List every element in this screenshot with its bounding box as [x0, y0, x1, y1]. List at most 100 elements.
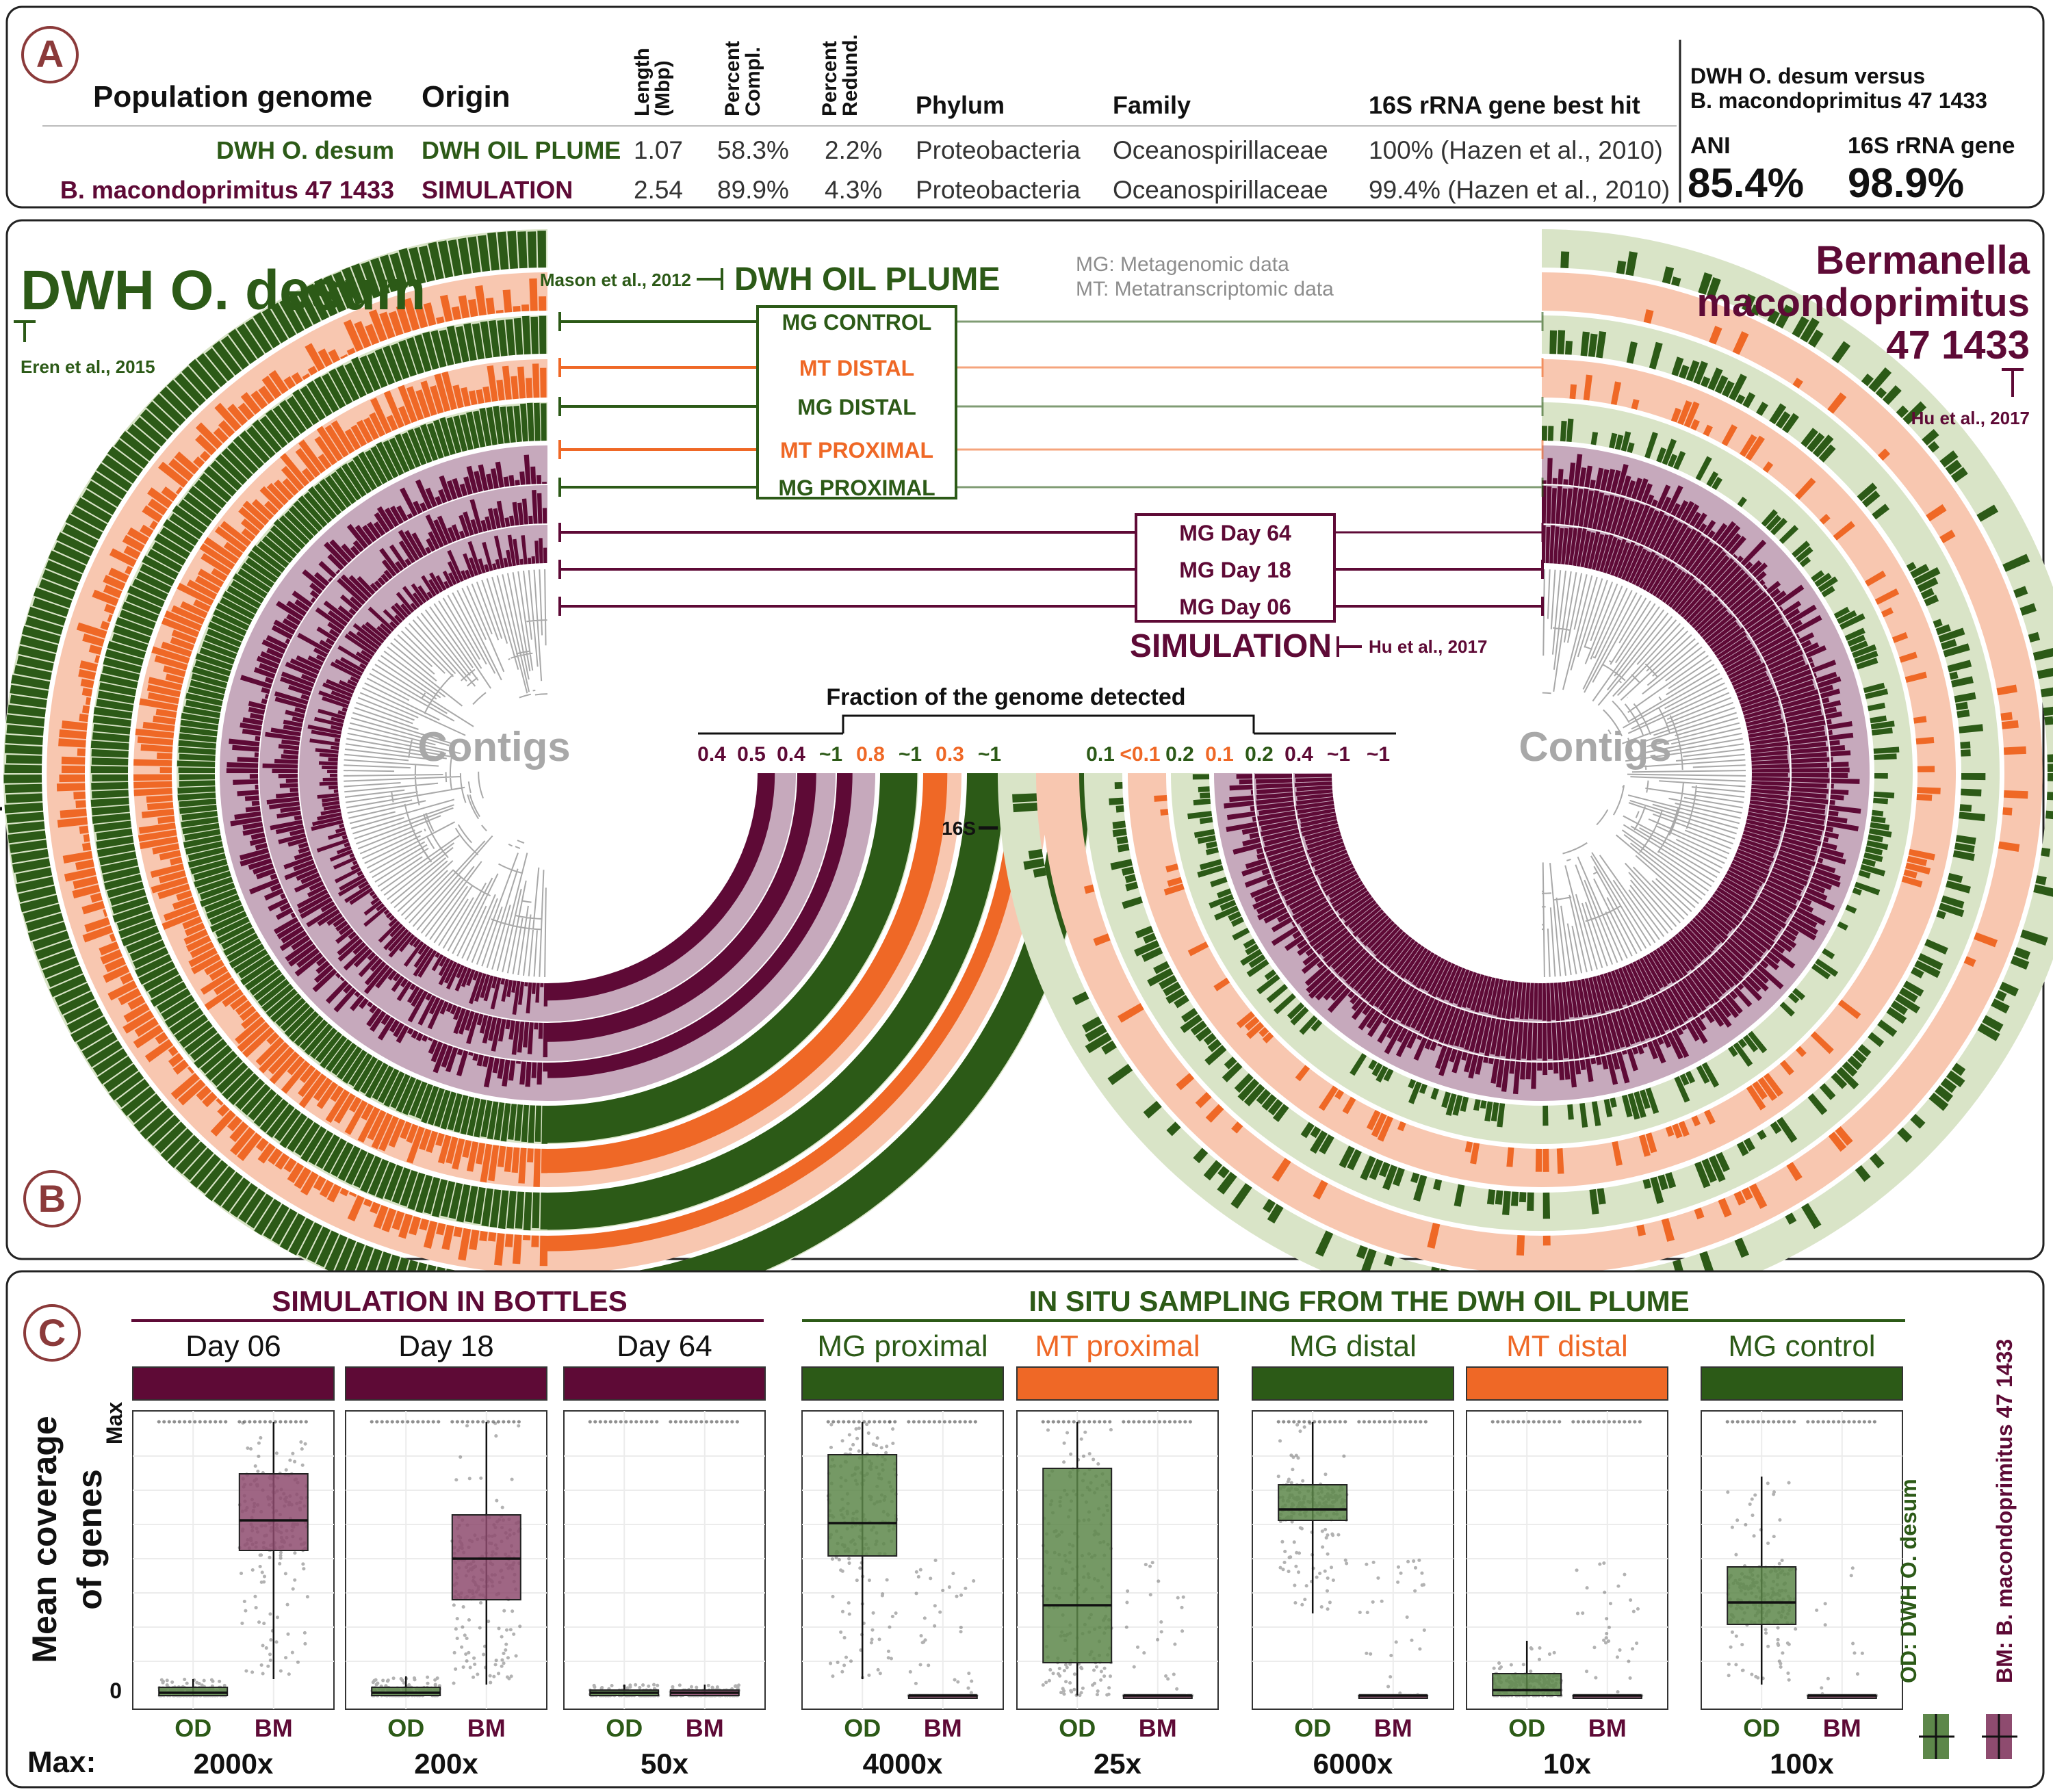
- svg-text:MG Day 06: MG Day 06: [1179, 595, 1291, 619]
- box-panel-title: MG proximal: [817, 1329, 987, 1363]
- category-label-bm: BM: [1139, 1714, 1177, 1742]
- box-bm: BM: [1571, 1420, 1644, 1742]
- panel-b: Contigs 16S Contigs 16S MG CONTROL MT DISTA…: [0, 219, 2053, 1317]
- box-panel-frame: [1466, 1410, 1668, 1710]
- od-fraction-2: 0.5: [737, 743, 766, 766]
- bm-fraction-7: ~1: [1327, 743, 1350, 766]
- panel-c: C SIMULATION IN BOTTLES IN SITU SAMPLING…: [5, 1270, 2045, 1789]
- category-label-bm: BM: [1823, 1714, 1861, 1742]
- box-panel-day-18: Day 18 OD BM 200x: [345, 1329, 547, 1780]
- legend-mt: MT: Metatranscriptomic data: [1076, 278, 1334, 300]
- od-fraction-3: 0.4: [777, 743, 805, 766]
- bm-ring-mg-day-64: [1542, 445, 1870, 1101]
- simulation-citation: Hu et al., 2017: [1369, 636, 1487, 657]
- box-od: OD: [1490, 1420, 1563, 1742]
- row-2-phylum: Proteobacteria: [916, 176, 1081, 204]
- layer-label-mg-control: MG CONTROL: [558, 310, 1544, 335]
- panel-a-rows: DWH O. desum DWH OIL PLUME 1.07 58.3% 2.2% Pr…: [60, 136, 1670, 204]
- svg-text:MG PROXIMAL: MG PROXIMAL: [778, 476, 935, 500]
- rrna-value: 98.9%: [1848, 160, 1964, 206]
- svg-text:MG Day 64: MG Day 64: [1179, 521, 1291, 545]
- box-panel-frame: [1701, 1410, 1903, 1710]
- box-panel-mt-proximal: MT proximal OD BM 25x: [1016, 1329, 1219, 1780]
- right-genome-title-3: 47 1433: [1886, 323, 2030, 367]
- box-panel-strip: [1466, 1366, 1668, 1401]
- header-family: Family: [1113, 91, 1191, 119]
- layer-label-mg-day-18: MG Day 18: [558, 558, 1544, 582]
- box-panel-strip: [1701, 1366, 1903, 1401]
- od-contig-tree: [344, 569, 548, 977]
- fraction-labels: 0.4 0.5 0.4 ~1 0.8 ~1 0.3 ~1 0.1 <0.1 0.2 0.1 0.2 0.4…: [697, 743, 1390, 766]
- row-2-best-hit: 99.4% (Hazen et al., 2010): [1369, 176, 1670, 204]
- header-length: Length(Mbp): [631, 48, 674, 116]
- bm-fraction-3: 0.2: [1165, 743, 1194, 766]
- box-bm: BM: [907, 1420, 979, 1742]
- row-1-origin: DWH OIL PLUME: [422, 136, 621, 164]
- box-panel-mg-control: MG control OD BM 100x: [1701, 1329, 1903, 1780]
- plume-layer-box: [756, 305, 957, 499]
- layer-label-mg-proximal: MG PROXIMAL: [558, 476, 1544, 500]
- od-ring-mg-day-64: [220, 445, 547, 1101]
- layer-label-mg-distal: MG DISTAL: [558, 395, 1544, 419]
- max-value: 25x: [1094, 1748, 1142, 1780]
- box-panel-strip: [1252, 1366, 1454, 1401]
- box-panel-title: MT proximal: [1035, 1329, 1200, 1363]
- y-zero-label: 0: [109, 1678, 122, 1703]
- bm-ring-mg-day-18: [1542, 485, 1830, 1061]
- legend-od: OD: DWH O. desum: [1896, 1479, 1921, 1683]
- box-panel-title: Day 64: [617, 1329, 712, 1363]
- box-bm: BM: [669, 1420, 741, 1742]
- bm-contigs-label: Contigs: [1519, 724, 1671, 770]
- box-panel-day-06: Day 06 OD BM 2000x: [132, 1329, 335, 1780]
- box-panel-day-64: Day 64 OD BM 50x: [563, 1329, 766, 1780]
- right-genome-title-2: macondoprimitus: [1696, 281, 2030, 325]
- box-bm: BM: [1357, 1420, 1429, 1742]
- header-population-genome: Population genome: [93, 80, 372, 114]
- bm-fraction-6: 0.4: [1284, 743, 1313, 766]
- svg-text:MG DISTAL: MG DISTAL: [797, 395, 916, 419]
- box-panel-strip: [1016, 1366, 1219, 1401]
- plume-citation: Mason et al., 2012: [540, 270, 691, 290]
- row-1-best-hit: 100% (Hazen et al., 2010): [1369, 136, 1663, 164]
- box-panel-title: MG control: [1728, 1329, 1875, 1363]
- box-bm: BM: [237, 1420, 309, 1742]
- header-origin: Origin: [422, 80, 511, 114]
- max-value: 6000x: [1313, 1748, 1393, 1780]
- box-panel-frame: [1252, 1410, 1454, 1710]
- max-value: 50x: [641, 1748, 689, 1780]
- row-1-family: Oceanospirillaceae: [1113, 136, 1328, 164]
- box-panel-title: MT distal: [1506, 1329, 1628, 1363]
- category-label-bm: BM: [467, 1714, 506, 1742]
- box-panel-frame: [132, 1410, 335, 1710]
- ani-label: ANI: [1690, 133, 1731, 159]
- box-panel-strip: [563, 1366, 766, 1401]
- circular-plot-bm: Contigs 16S: [942, 229, 2053, 1317]
- max-value: 10x: [1543, 1748, 1592, 1780]
- group-insitu: IN SITU SAMPLING FROM THE DWH OIL PLUME: [1029, 1285, 1689, 1317]
- header-completion: PercentCompl.: [721, 41, 764, 116]
- svg-text:MT DISTAL: MT DISTAL: [799, 356, 914, 380]
- simulation-title: SIMULATION: [1130, 628, 1332, 664]
- category-label-od: OD: [606, 1714, 643, 1742]
- max-prefix: Max:: [27, 1745, 96, 1779]
- box-panel-frame: [563, 1410, 766, 1710]
- header-phylum: Phylum: [916, 91, 1005, 119]
- od-fraction-5: 0.8: [856, 743, 885, 766]
- box-panel-mt-distal: MT distal OD BM 10x: [1466, 1329, 1668, 1780]
- layer-label-mt-proximal: MT PROXIMAL: [558, 438, 1544, 463]
- category-label-od: OD: [175, 1714, 211, 1742]
- category-label-od: OD: [1059, 1714, 1096, 1742]
- layer-label-mt-distal: MT DISTAL: [558, 356, 1544, 380]
- row-1-length: 1.07: [634, 136, 683, 164]
- svg-text:MG Day 18: MG Day 18: [1179, 558, 1291, 582]
- header-comparison: DWH O. desum versus B. macondoprimitus 47…: [1690, 64, 1987, 113]
- rrna-label: 16S rRNA gene: [1848, 133, 2015, 159]
- od-fraction-6: ~1: [899, 743, 922, 766]
- od-ring-mg-day-18: [259, 485, 547, 1061]
- right-genome-title-1: Bermanella: [1816, 238, 2030, 283]
- box-od: OD: [826, 1420, 898, 1742]
- plume-title: DWH OIL PLUME: [734, 261, 1000, 298]
- od-fraction-1: 0.4: [697, 743, 726, 766]
- layer-connectors: MG CONTROL MT DISTAL MG DISTAL MT PROXIMAL M…: [558, 305, 1544, 623]
- ani-value: 85.4%: [1688, 160, 1804, 206]
